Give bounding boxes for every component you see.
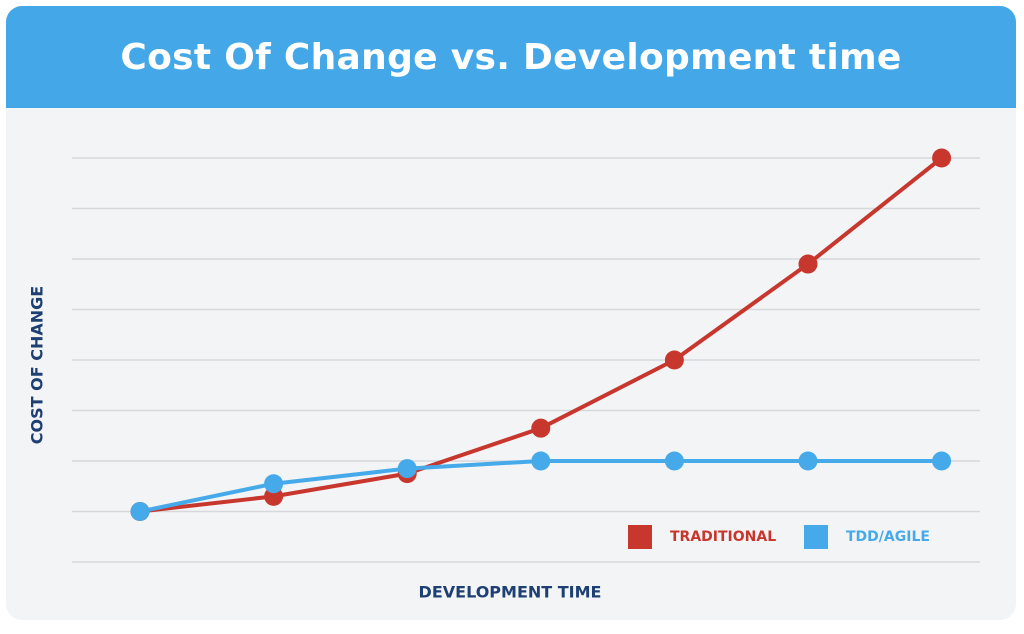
data-point-tdd-agile <box>397 459 417 479</box>
data-point-tdd-agile <box>531 451 551 471</box>
data-point-tdd-agile <box>264 474 284 494</box>
data-point-traditional <box>932 148 952 168</box>
legend-swatch-traditional <box>628 525 652 549</box>
data-point-traditional <box>798 254 818 274</box>
chart-title: Cost Of Change vs. Development time <box>120 36 902 78</box>
chart-header: Cost Of Change vs. Development time <box>6 6 1016 108</box>
data-point-tdd-agile <box>932 451 952 471</box>
legend-label-tdd-agile: TDD/AGILE <box>846 529 930 545</box>
data-point-tdd-agile <box>130 502 150 521</box>
legend-item-tdd-agile: TDD/AGILE <box>804 525 930 549</box>
data-point-tdd-agile <box>664 451 684 471</box>
legend-label-traditional: TRADITIONAL <box>670 529 777 545</box>
legend-swatch-tdd-agile <box>804 525 828 549</box>
data-point-traditional <box>664 350 684 370</box>
y-axis-label: COST OF CHANGE <box>27 285 47 445</box>
data-point-traditional <box>531 418 551 438</box>
legend-item-traditional: TRADITIONAL <box>628 525 776 549</box>
x-axis-label: DEVELOPMENT TIME <box>418 582 602 602</box>
data-point-tdd-agile <box>798 451 818 471</box>
chart-card: Cost Of Change vs. Development time <box>6 6 1016 620</box>
